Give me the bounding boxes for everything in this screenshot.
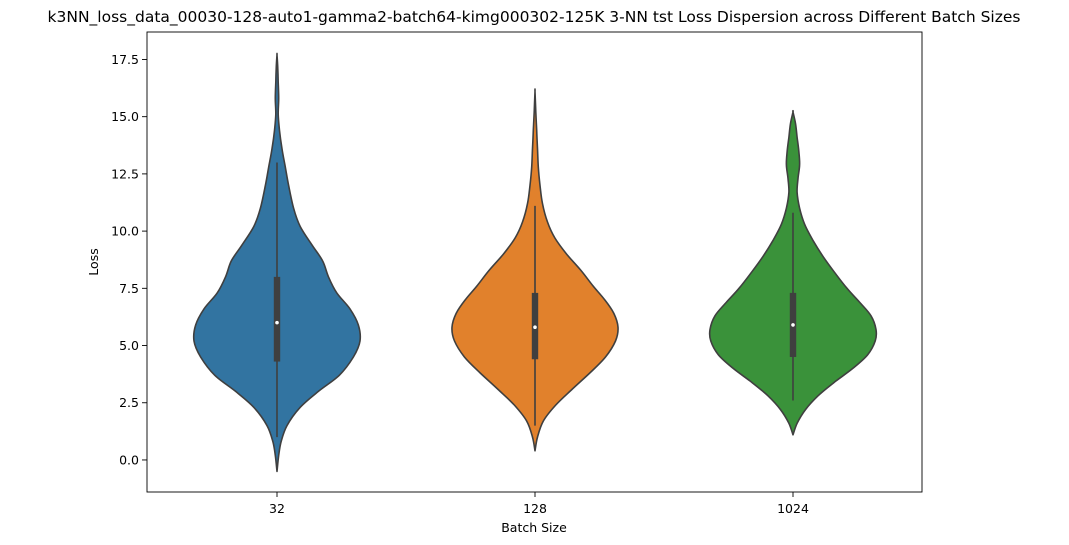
violin-median-dot <box>791 323 795 327</box>
x-tick-label: 128 <box>523 501 547 516</box>
y-axis: 0.0 2.5 5.0 7.5 10.0 12.5 15.0 17.5 <box>111 52 147 467</box>
y-tick-label: 10.0 <box>111 224 139 239</box>
x-tick-label: 1024 <box>777 501 809 516</box>
y-tick-label: 0.0 <box>119 452 139 467</box>
violin-median-dot <box>275 320 279 325</box>
x-tick-label: 32 <box>269 501 285 516</box>
violin-median-dot <box>533 325 537 330</box>
violin-iqr-box <box>273 276 281 362</box>
y-tick-label: 12.5 <box>111 166 139 181</box>
violin-1024 <box>708 109 878 436</box>
x-axis-label: Batch Size <box>501 520 567 535</box>
y-tick-label: 2.5 <box>119 395 139 410</box>
x-axis: 32 128 1024 <box>269 492 809 516</box>
y-tick-label: 15.0 <box>111 109 139 124</box>
plot-frame <box>146 31 923 493</box>
violin-128 <box>451 88 619 452</box>
violins-layer <box>192 52 878 473</box>
violin-32 <box>192 52 362 473</box>
y-tick-label: 5.0 <box>119 338 139 353</box>
y-axis-label: Loss <box>86 248 101 275</box>
y-tick-label: 7.5 <box>119 281 139 296</box>
y-tick-label: 17.5 <box>111 52 139 67</box>
chart-title: k3NN_loss_data_00030-128-auto1-gamma2-ba… <box>48 8 1021 27</box>
